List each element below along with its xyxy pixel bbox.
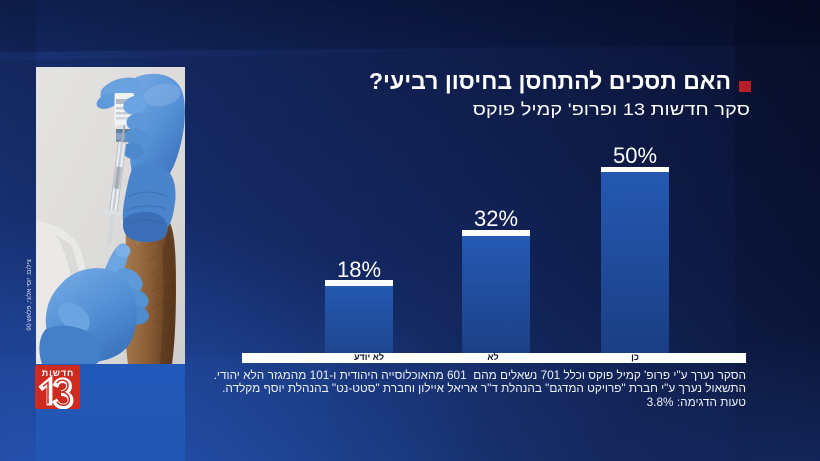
- svg-text:חדשות: חדשות: [42, 368, 74, 378]
